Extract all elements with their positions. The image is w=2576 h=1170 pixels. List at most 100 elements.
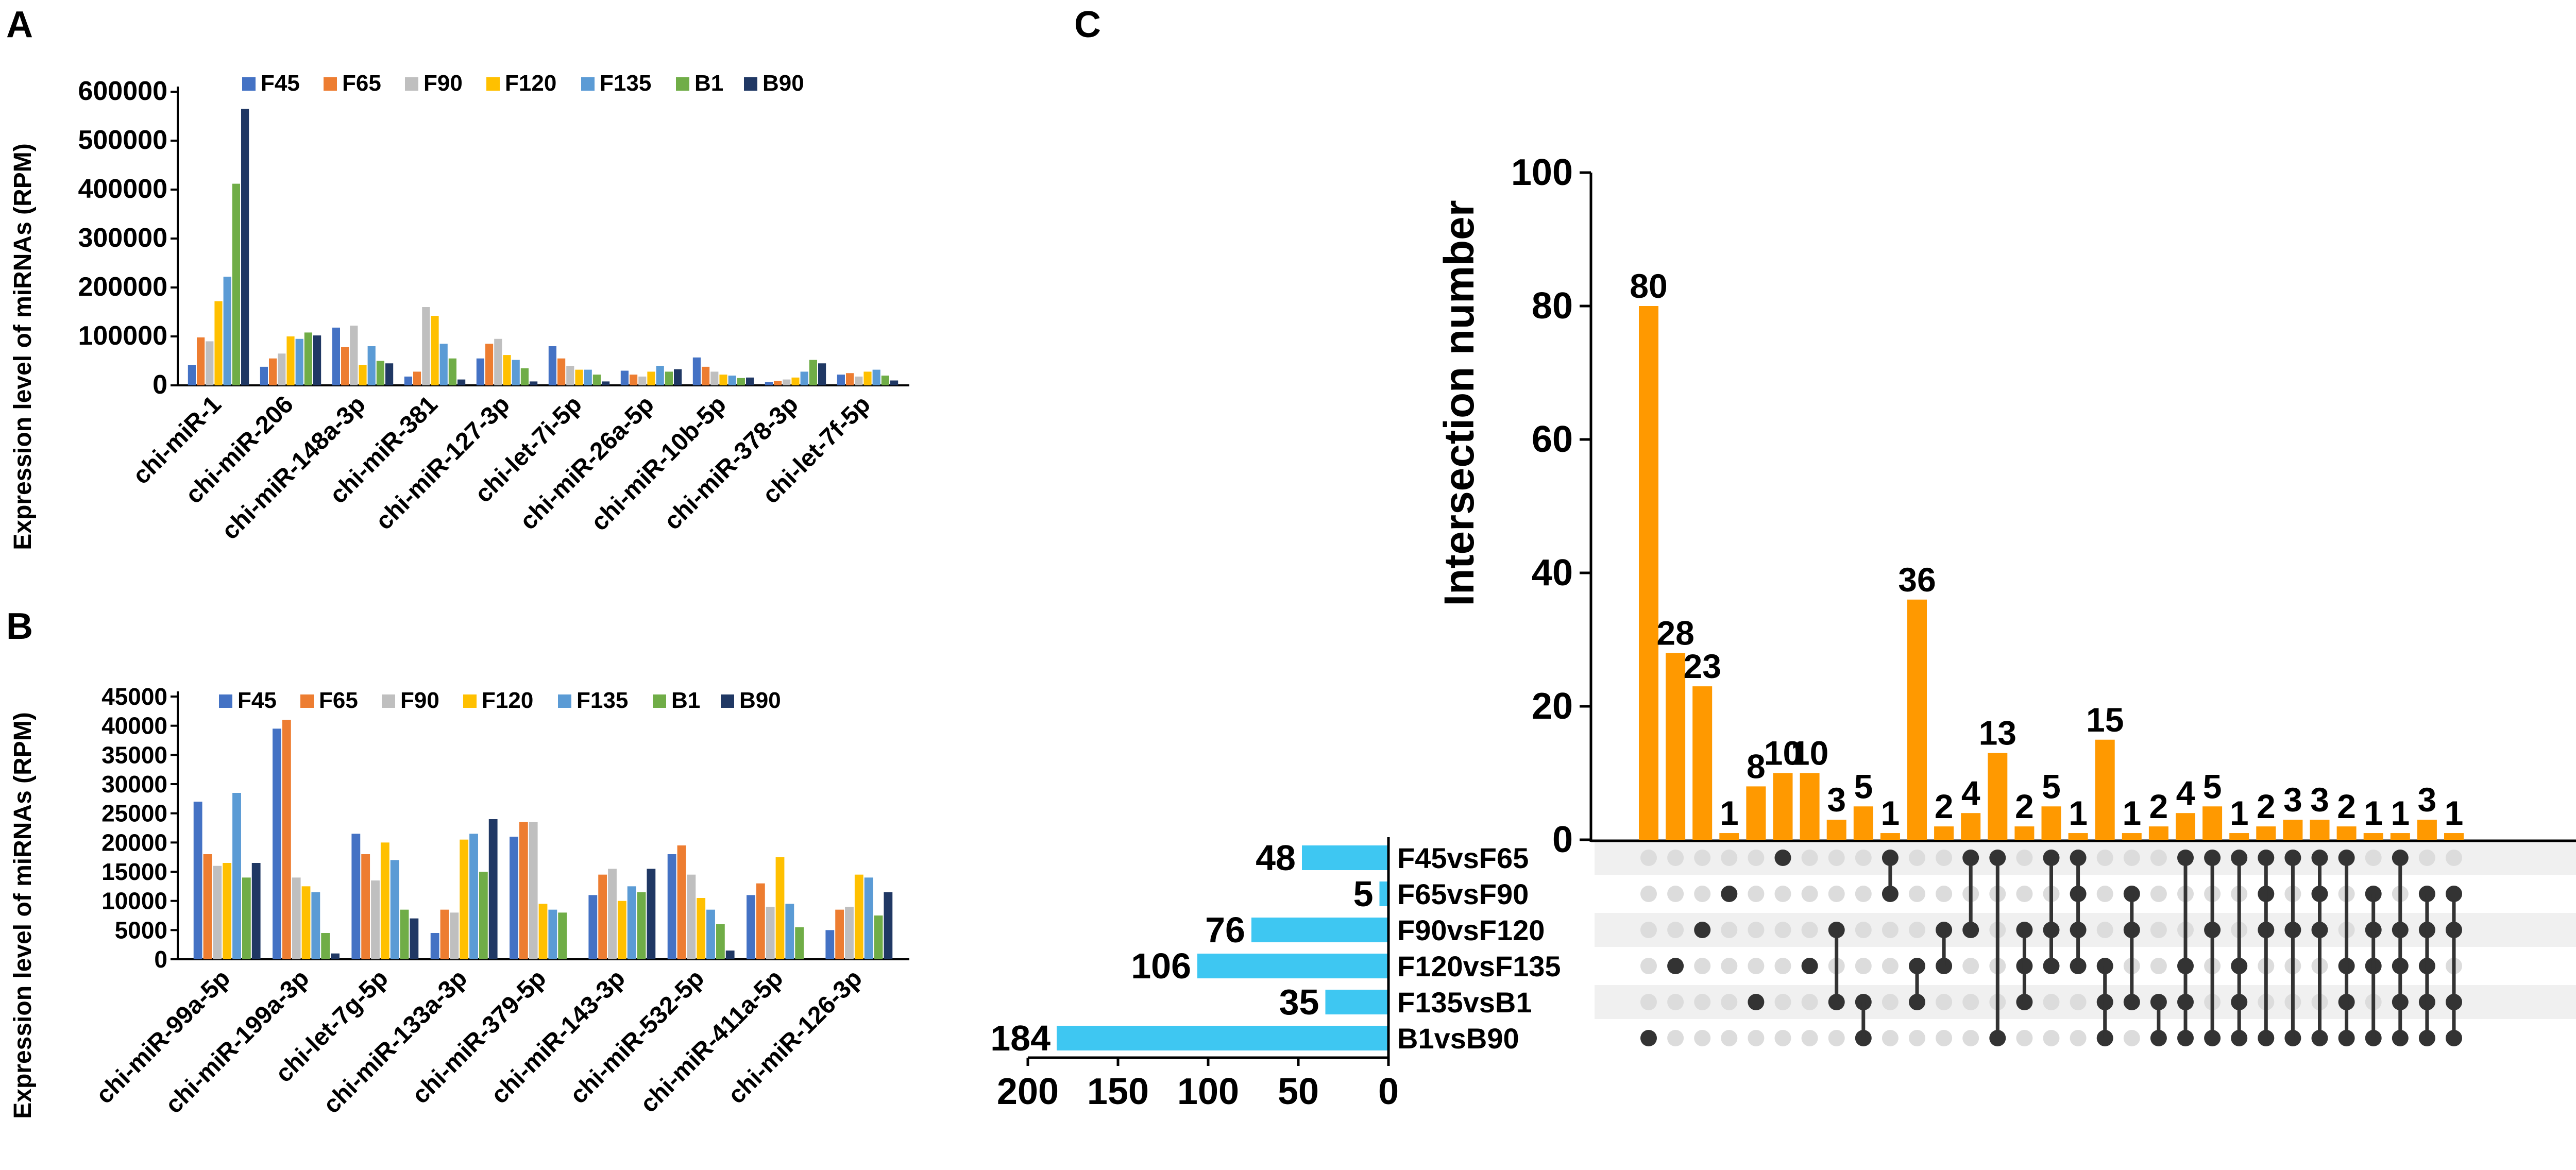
bar-b1-chi-miR-148a-3p	[376, 361, 384, 385]
legend-swatch-f45	[219, 694, 232, 708]
legend-swatch-b1	[653, 694, 666, 708]
bar-f120-chi-miR-133a-3p	[460, 839, 469, 959]
category-label: chi-miR-378-3p	[659, 391, 804, 535]
bar-b1-chi-miR-379-5p	[558, 912, 567, 959]
matrix-dot-empty	[2123, 850, 2140, 866]
bar-f90-chi-miR-126-3p	[845, 907, 854, 959]
set-size-bar	[1251, 918, 1388, 942]
legend-swatch-f90	[382, 694, 395, 708]
intersection-value-label: 8	[1747, 747, 1766, 785]
bar-f120-chi-miR-379-5p	[538, 904, 548, 959]
bar-f65-chi-miR-378-3p	[774, 381, 782, 385]
intersection-tick-label: 0	[1552, 819, 1573, 860]
intersection-bar	[2390, 833, 2410, 840]
intersection-value-label: 3	[1827, 781, 1846, 819]
legend-label-f45: F45	[261, 71, 300, 96]
bar-b1-chi-miR-133a-3p	[479, 872, 488, 959]
intersection-bar	[1826, 820, 1846, 840]
bar-f135-chi-let-7i-5p	[584, 369, 592, 385]
bar-f65-chi-miR-148a-3p	[341, 347, 349, 385]
bar-b1-chi-let-7i-5p	[592, 375, 601, 385]
set-name-label: F120vsF135	[1397, 950, 1561, 982]
bar-f45-chi-miR-126-3p	[825, 930, 835, 959]
y-axis-title: Expression level of miRNAs (RPM)	[9, 712, 37, 1119]
set-size-tick-label: 100	[1177, 1071, 1239, 1112]
bar-f135-chi-miR-127-3p	[512, 360, 520, 385]
bar-f90-chi-miR-127-3p	[494, 338, 502, 385]
bar-b90-chi-miR-126-3p	[884, 892, 893, 959]
y-tick-label: 0	[154, 946, 167, 973]
intersection-value-label: 4	[2176, 774, 2195, 812]
matrix-dot-empty	[1667, 994, 1684, 1010]
bar-f120-chi-miR-381	[431, 316, 439, 385]
bar-f135-chi-miR-10b-5p	[728, 376, 736, 385]
bar-f120-chi-miR-126-3p	[854, 874, 863, 959]
intersection-value-label: 15	[2086, 701, 2124, 739]
set-size-label: 35	[1279, 982, 1319, 1022]
bar-f135-chi-miR-378-3p	[800, 371, 808, 385]
set-size-label: 184	[990, 1018, 1050, 1058]
bar-f90-chi-miR-206	[278, 353, 286, 385]
matrix-dot-empty	[1640, 850, 1657, 866]
bar-f45-chi-miR-381	[404, 376, 412, 385]
matrix-dot-empty	[1801, 1030, 1818, 1046]
intersection-tick-label: 80	[1532, 285, 1573, 327]
legend-swatch-f120	[463, 694, 477, 708]
category-label: chi-miR-127-3p	[370, 391, 515, 535]
legend-label-b90: B90	[739, 688, 781, 713]
bar-f45-chi-let-7i-5p	[548, 346, 556, 385]
bar-f65-chi-miR-199a-3p	[282, 720, 291, 959]
y-tick-label: 200000	[78, 272, 167, 302]
category-label: chi-miR-133a-3p	[318, 964, 472, 1119]
bar-f45-chi-miR-10b-5p	[692, 357, 701, 385]
intersection-bar	[1880, 833, 1900, 840]
bar-f120-chi-let-7i-5p	[575, 369, 583, 385]
bar-b1-chi-miR-143-3p	[637, 892, 646, 959]
bar-b90-chi-miR-1	[241, 109, 249, 385]
matrix-dot-empty	[2418, 850, 2435, 866]
intersection-bar	[2256, 826, 2276, 840]
set-size-label: 76	[1205, 910, 1245, 950]
intersection-value-label: 80	[1630, 267, 1667, 305]
legend-label-f135: F135	[577, 688, 628, 713]
bar-f65-chi-miR-1	[197, 337, 205, 385]
category-label: chi-miR-379-5p	[407, 964, 552, 1109]
bar-f120-chi-let-7f-5p	[863, 371, 872, 385]
category-label: chi-miR-126-3p	[723, 964, 868, 1109]
matrix-dot-empty	[1909, 850, 1925, 866]
matrix-dot-empty	[1936, 850, 1953, 866]
matrix-dot-empty	[1936, 994, 1953, 1010]
matrix-dot-empty	[2150, 886, 2167, 902]
legend-swatch-b1	[676, 77, 689, 91]
intersection-bar	[2148, 826, 2168, 840]
y-tick-label: 400000	[78, 174, 167, 204]
matrix-dot-empty	[2365, 850, 2382, 866]
bar-f135-chi-miR-532-5p	[706, 909, 715, 959]
matrix-dot-empty	[1748, 922, 1765, 938]
legend-label-b1: B1	[671, 688, 700, 713]
bar-f120-chi-miR-378-3p	[791, 377, 800, 385]
intersection-bar	[2095, 739, 2115, 840]
bar-b90-chi-let-7i-5p	[602, 381, 610, 385]
intersection-value-label: 5	[2042, 767, 2061, 805]
intersection-bar	[2068, 833, 2088, 840]
y-tick-label: 25000	[101, 800, 167, 827]
bar-f135-chi-miR-199a-3p	[311, 892, 320, 959]
y-axis-title: Expression level of miRNAs (RPM)	[9, 143, 37, 550]
matrix-dot-empty	[1694, 994, 1711, 1010]
intersection-bar	[2014, 826, 2035, 840]
bar-f90-chi-miR-379-5p	[529, 822, 538, 959]
category-label: chi-miR-411a-5p	[635, 964, 789, 1118]
y-tick-label: 30000	[101, 771, 167, 798]
bar-f135-chi-miR-381	[439, 344, 448, 385]
category-label: chi-miR-26a-5p	[515, 391, 659, 535]
matrix-dot-empty	[1640, 994, 1657, 1010]
bar-f135-chi-miR-99a-5p	[232, 793, 241, 959]
bar-f120-chi-miR-532-5p	[697, 898, 706, 959]
bar-f135-chi-miR-133a-3p	[469, 834, 478, 959]
set-size-bar	[1197, 954, 1388, 978]
bar-f120-chi-let-7g-5p	[380, 842, 389, 959]
bar-f90-chi-miR-133a-3p	[450, 912, 459, 959]
bar-b90-chi-miR-532-5p	[725, 951, 735, 959]
